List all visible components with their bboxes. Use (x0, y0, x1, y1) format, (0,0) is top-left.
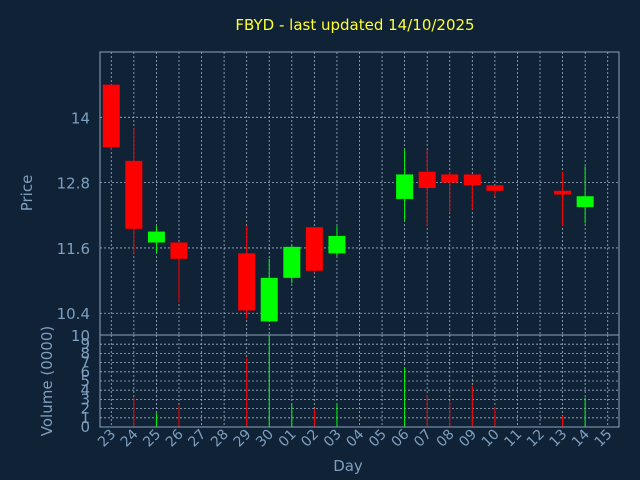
candle-body (328, 235, 346, 254)
price-axis-label: Price (18, 175, 36, 212)
x-tick-label: 27 (185, 427, 209, 451)
x-tick-label: 15 (592, 427, 616, 451)
x-axis-label: Day (333, 457, 363, 475)
price-grid (100, 52, 619, 335)
chart-title: FBYD - last updated 14/10/2025 (235, 16, 474, 34)
volume-tick-label: 5 (80, 372, 90, 390)
x-tick-label: 28 (208, 427, 232, 451)
x-tick-label: 01 (276, 427, 300, 451)
x-tick-label: 09 (456, 427, 480, 451)
volume-axis-label: Volume (0000) (38, 326, 56, 436)
volume-tick-label: 2 (80, 400, 90, 418)
x-tick-label: 14 (569, 426, 593, 450)
price-panel: 10 10.4 11.6 12.8 14 (57, 51, 620, 345)
price-candles (102, 84, 594, 322)
x-tick-label: 24 (118, 426, 142, 450)
x-tick-label: 11 (501, 427, 525, 451)
candle-body (170, 242, 188, 259)
x-tick-label: 12 (524, 427, 548, 451)
x-tick-label: 03 (321, 427, 345, 451)
candle-body (305, 227, 323, 271)
x-tick-label: 04 (343, 426, 367, 450)
price-tick-label: 10 (71, 327, 90, 345)
x-tick-label: 29 (231, 427, 255, 451)
candle-body (238, 253, 256, 311)
x-tick-label: 06 (389, 426, 413, 450)
volume-tick-label: 9 (80, 335, 90, 353)
x-tick-label: 02 (298, 427, 322, 451)
volume-tick-label: 0 (80, 418, 90, 436)
x-tick-label: 30 (253, 427, 277, 451)
candle-body (396, 174, 414, 199)
volume-bars (133, 335, 586, 427)
volume-tick-label: 6 (80, 363, 90, 381)
x-tick-label: 10 (479, 427, 503, 451)
candle-body (125, 160, 143, 229)
x-tick-label: 25 (140, 427, 164, 451)
x-tick-label: 26 (163, 426, 187, 450)
volume-tick-label: 4 (80, 381, 90, 399)
x-tick-label: 05 (366, 427, 390, 451)
candle-body (147, 231, 165, 243)
candle-body (554, 190, 572, 195)
candle-body (260, 277, 278, 322)
x-tick-label: 07 (411, 427, 435, 451)
x-axis-ticks: 2324252627282930010203040506070809101112… (95, 426, 615, 450)
x-tick-label: 13 (546, 427, 570, 451)
volume-tick-label: 7 (80, 354, 90, 372)
price-tick-label: 11.6 (57, 240, 90, 258)
x-tick-label: 08 (434, 427, 458, 451)
candle-body (418, 171, 436, 189)
volume-frame (99, 334, 620, 428)
candle-body (441, 174, 459, 183)
volume-tick-label: 1 (80, 409, 90, 427)
candle-body (486, 185, 504, 191)
candle-body (576, 196, 594, 208)
price-tick-label: 10.4 (57, 305, 90, 323)
volume-grid (100, 335, 619, 428)
price-tick-label: 12.8 (57, 175, 90, 193)
volume-tick-label: 3 (80, 390, 90, 408)
price-tick-label: 14 (71, 109, 90, 127)
candle-body (463, 174, 481, 186)
x-tick-label: 23 (95, 427, 119, 451)
price-axis-ticks: 10 10.4 11.6 12.8 14 (57, 109, 90, 345)
candle-body (102, 84, 120, 148)
volume-tick-label: 8 (80, 344, 90, 362)
candle-body (283, 246, 301, 278)
